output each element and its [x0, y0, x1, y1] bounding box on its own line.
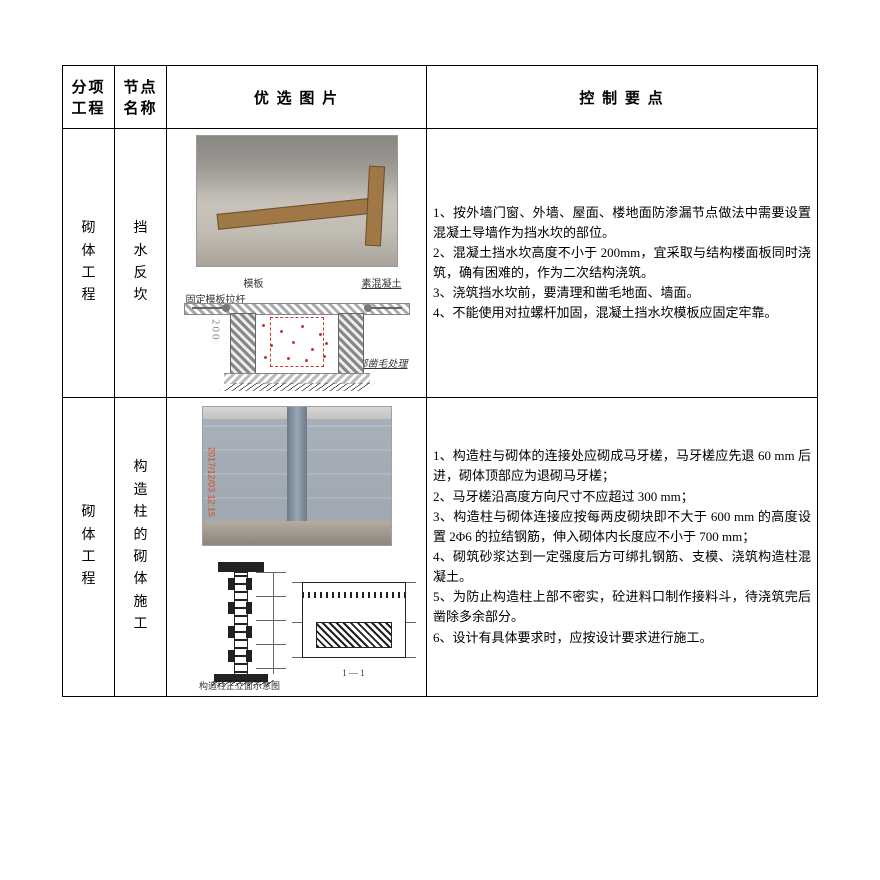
col-header-control: 控 制 要 点	[427, 66, 818, 129]
text: 体	[69, 525, 108, 547]
text: 程	[69, 285, 108, 307]
diagram-curb-section: 模板 素混凝土 固定模板拉杆 底部凿毛处理 200	[184, 273, 410, 391]
diagram-column: 构造柱正立面示意图 1 — 1	[182, 554, 412, 690]
col-header-project: 分项 工程	[63, 66, 115, 129]
text: 水	[121, 241, 160, 263]
label: 模板	[244, 275, 264, 290]
cell-control-2: 1、构造柱与砌体的连接处应砌成马牙槎，马牙槎应先退 60 mm 后进，砌体顶部应…	[427, 398, 818, 697]
caption: 构造柱正立面示意图	[194, 679, 286, 692]
col-header-node: 节点 名称	[115, 66, 167, 129]
text: 体	[121, 569, 160, 591]
cell-control-1: 1、按外墙门窗、外墙、屋面、楼地面防渗漏节点做法中需要设置混凝土导墙作为挡水坎的…	[427, 129, 818, 398]
cell-project-1: 砌 体 工 程	[63, 129, 115, 398]
col-header-image: 优 选 图 片	[167, 66, 427, 129]
text: 体	[69, 241, 108, 263]
dim-200: 200	[210, 319, 222, 342]
text: 挡	[121, 218, 160, 240]
text: 砌	[121, 547, 160, 569]
text: 工	[69, 263, 108, 285]
text: 柱	[121, 502, 160, 524]
label: 素混凝土	[362, 275, 402, 290]
text: 程	[69, 569, 108, 591]
caption: 1 — 1	[342, 668, 365, 678]
cell-node-2: 构 造 柱 的 砌 体 施 工	[115, 398, 167, 697]
text: 坎	[121, 285, 160, 307]
text: 工	[121, 614, 160, 636]
text: 砌	[69, 502, 108, 524]
table-row: 砌 体 工 程 挡 水 反 坎 模板 素混凝土 固定模板拉杆 底部凿毛处理	[63, 129, 818, 398]
text: 砌	[69, 218, 108, 240]
cell-project-2: 砌 体 工 程	[63, 398, 115, 697]
photo-column-masonry: 2017/12/03 12:15	[202, 406, 392, 546]
text: 工	[69, 547, 108, 569]
table-header-row: 分项 工程 节点 名称 优 选 图 片 控 制 要 点	[63, 66, 818, 129]
diagram-column-elevation: 构造柱正立面示意图	[194, 562, 286, 682]
text: 反	[121, 263, 160, 285]
photo-timestamp: 2017/12/03 12:15	[207, 447, 217, 517]
text: 的	[121, 525, 160, 547]
table-row: 砌 体 工 程 构 造 柱 的 砌 体 施 工 2017/12/03 12:15	[63, 398, 818, 697]
cell-image-2: 2017/12/03 12:15	[167, 398, 427, 697]
text: 构	[121, 457, 160, 479]
text: 造	[121, 480, 160, 502]
cell-image-1: 模板 素混凝土 固定模板拉杆 底部凿毛处理 200	[167, 129, 427, 398]
spec-table: 分项 工程 节点 名称 优 选 图 片 控 制 要 点 砌 体 工 程 挡 水 …	[62, 65, 818, 697]
photo-curb-formwork	[196, 135, 398, 267]
page: 分项 工程 节点 名称 优 选 图 片 控 制 要 点 砌 体 工 程 挡 水 …	[0, 0, 880, 697]
cell-node-1: 挡 水 反 坎	[115, 129, 167, 398]
text: 施	[121, 592, 160, 614]
diagram-column-plan: 1 — 1	[302, 582, 406, 658]
